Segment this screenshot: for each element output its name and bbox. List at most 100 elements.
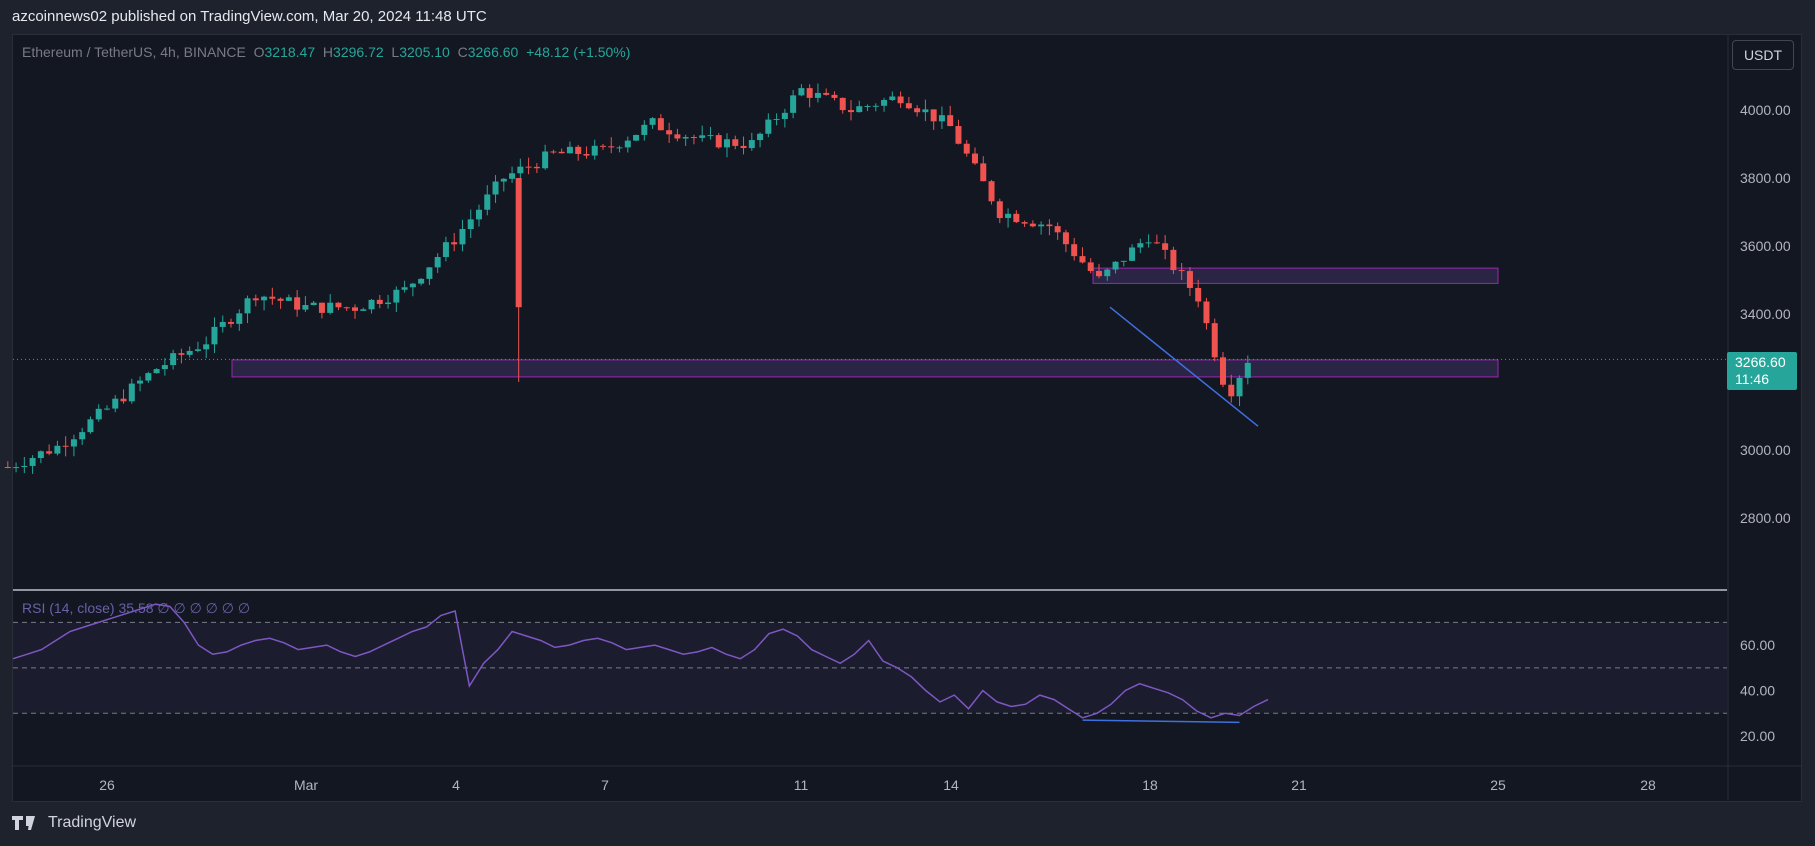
candle-body [509,173,516,179]
close-value: 3266.60 [467,44,519,60]
candle-body [335,302,342,308]
candle-body [236,313,243,324]
candle-body [1112,261,1119,270]
candle-body [897,96,904,104]
candle-body [1104,269,1111,277]
candle-body [1153,242,1160,244]
candle-body [839,97,846,111]
candle-body [715,135,722,148]
symbol-legend: Ethereum / TetherUS, 4h, BINANCE O3218.4… [22,44,630,60]
candle-body [360,309,367,311]
candle-body [773,119,780,121]
time-tick-label: 4 [452,777,460,793]
candle-body [872,105,879,107]
candle-body [806,88,813,98]
time-tick-label: 26 [99,777,115,793]
candle-body [707,135,714,137]
candle-body [790,95,797,113]
candle-body [161,365,168,370]
candle-body [37,451,44,459]
candle-body [87,419,94,433]
candle-body [566,146,573,154]
candle-body [682,137,689,139]
candle-body [261,296,268,301]
candle-body [1162,243,1169,250]
candle-body [401,287,408,290]
candle-body [21,465,28,468]
tradingview-logo-icon [12,816,35,830]
candle-body [153,369,160,374]
candle-body [740,145,747,149]
candle-body [988,181,995,202]
candle-body [500,178,507,182]
candle-body [302,305,309,310]
candle-body [1071,244,1078,257]
candle-body [1186,271,1193,288]
candle-body [616,147,623,149]
candle-body [137,380,144,384]
candle-body [1236,377,1243,397]
candle-body [1046,224,1053,227]
candle-body [641,124,648,135]
candle-body [451,242,458,245]
candle-body [657,118,664,131]
candle-body [203,344,210,350]
candle-body [352,307,358,311]
candle-body [1228,384,1235,397]
candle-body [757,133,764,141]
candle-body [848,110,854,113]
candle-body [145,373,152,381]
price-tick-label: 3000.00 [1740,442,1791,458]
candle-body [889,96,896,100]
candle-body [1137,243,1144,248]
candle-body [864,105,871,107]
candle-body [294,297,301,310]
candle-body [104,408,110,410]
close-label: C [457,44,468,60]
rsi-line [12,603,1269,719]
candle-body [938,115,945,122]
candle-body [814,92,821,98]
candle-body [418,278,425,284]
footer-brand[interactable]: TradingView [12,814,136,832]
candle-body [1145,242,1152,244]
open-value: 3218.47 [264,44,316,60]
candle-body [285,297,292,301]
candle-body [13,467,20,469]
candle-body [1120,260,1127,262]
candle-body [194,349,201,351]
candle-body [29,458,36,466]
time-tick-label: 18 [1142,777,1158,793]
trendline [1109,306,1259,427]
candle-body [467,219,474,230]
axes-layer: 4000.00 3800.00 3600.00 3400.00 3000.00 2800.… [13,35,1801,800]
candle-body [46,451,53,454]
price-tick-label: 3800.00 [1740,170,1791,186]
currency-unit-button[interactable]: USDT [1732,40,1794,70]
candle-body [112,398,119,409]
price-tick-label: 2800.00 [1740,510,1791,526]
supply-demand-zone [231,359,1499,378]
candle-body [856,106,863,113]
candle-body [120,398,127,402]
candle-body [699,135,706,138]
candle-body [252,298,259,301]
high-label: H [322,44,334,60]
candle-body [1096,270,1102,277]
candle-body [228,321,234,324]
open-label: O [253,44,265,60]
brand-name: TradingView [48,814,137,831]
symbol-name: Ethereum / TetherUS, 4h, BINANCE [22,44,246,60]
candle-body [980,163,987,182]
price-tick-label: 3400.00 [1740,306,1791,322]
price-tick-label: 3600.00 [1740,238,1791,254]
last-price-value: 3266.60 [1735,354,1786,370]
candle-body [533,166,540,169]
candle-body [831,94,838,98]
candle-body [955,126,962,144]
candle-body [996,201,1003,219]
candle-body [244,298,251,314]
candle-body [393,289,400,303]
candle-body [327,302,334,313]
